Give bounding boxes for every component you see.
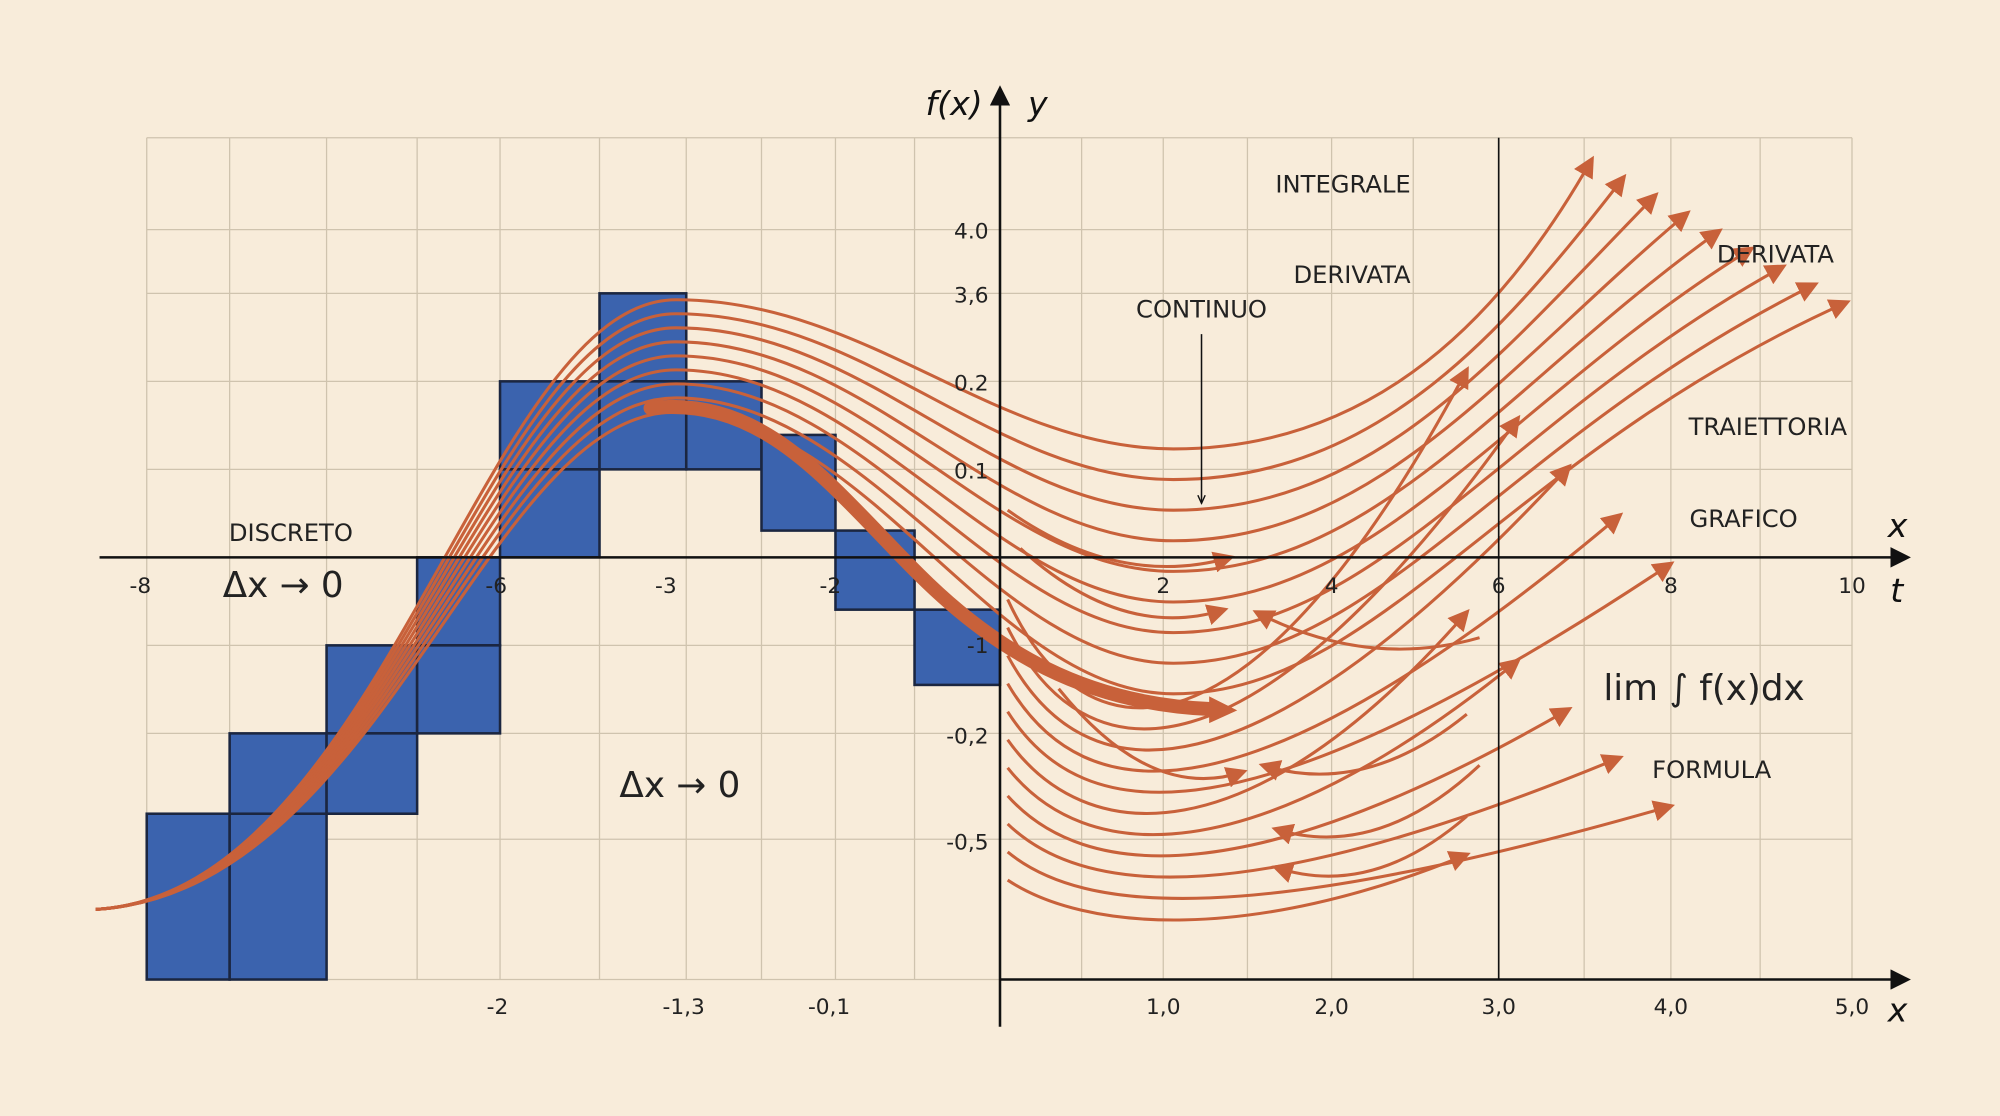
x-tick-label: 8 [1664,574,1678,599]
curve [1006,508,1235,573]
curve [1271,764,1481,845]
block [598,292,688,383]
curve [95,155,1594,911]
x-tick-label: -2 [487,995,509,1020]
axis-label: f(x) [925,84,982,123]
curves [95,155,1851,922]
y-tick-label: -1 [967,634,989,659]
label: lim ∫ f(x)dx [1603,668,1804,709]
curve [95,299,1851,911]
label: DERIVATA [1717,241,1835,269]
x-tick-label: 1,0 [1146,995,1180,1020]
label: GRAFICO [1689,505,1797,533]
curve [1006,851,1471,922]
axis-label: x [1887,991,1908,1030]
curve [1006,706,1573,858]
y-tick-label: 4.0 [954,220,988,245]
curve [1006,463,1572,752]
thick-curve [643,399,1219,717]
curve [1019,547,1229,625]
curve [1258,713,1468,781]
x-tick-label: -2 [820,574,842,599]
curve [95,173,1627,911]
x-tick-label: 6 [1492,574,1506,599]
x-tick-label: -0,1 [808,995,850,1020]
y-tick-label: 3,6 [954,283,988,308]
block [415,644,502,735]
curve [95,192,1659,911]
label: DERIVATA [1293,261,1411,289]
y-tick-label: 0.2 [954,371,988,396]
axis-label: t [1890,571,1905,610]
curve [1006,657,1522,837]
texts: 4.0 3,6 0.2 0.1 -1 -0,2 -0,5 -8 -6 -3 -2 2 4 6 8 10 -2 -1… [130,171,1870,1020]
x-tick-label: 3,0 [1481,995,1515,1020]
block [834,529,916,611]
y-tick-label: 0.1 [954,459,988,484]
axes [99,85,1911,1027]
thick-curve-head [1209,696,1238,724]
x-tick-label: 4,0 [1654,995,1688,1020]
y-tick-label: -0,2 [946,725,988,750]
curve [1252,610,1480,651]
label: Δx → 0 [619,765,740,806]
axis-label: y [1027,84,1048,123]
x-tick-label: 5,0 [1835,995,1869,1020]
block [228,812,328,981]
curve [1006,512,1624,773]
curve [95,210,1691,911]
label: CONTINUO [1136,296,1267,324]
label: TRAIETTORIA [1688,413,1848,441]
x-tick-label: -6 [485,574,507,599]
label: FORMULA [1652,756,1771,784]
x-tick-label: 4 [1325,574,1339,599]
label: DISCRETO [229,519,353,547]
curve [1006,800,1675,900]
x-tick-label: -3 [655,574,677,599]
curve [95,264,1787,911]
curve [95,282,1819,911]
y-tick-label: -0,5 [946,830,988,855]
x-tick-label: 10 [1838,574,1866,599]
curve [95,246,1755,911]
axis-label: x [1887,506,1908,545]
x-tick-label: 2 [1156,574,1170,599]
curve [1006,754,1624,879]
block [598,380,688,471]
curve [1006,608,1470,815]
curve [1271,815,1468,883]
x-tick-label: 2,0 [1314,995,1348,1020]
x-tick-label: -8 [130,574,152,599]
x-tick-label: -1,3 [663,995,705,1020]
label: INTEGRALE [1275,171,1410,199]
curve [95,228,1723,911]
curve [1057,687,1248,788]
label: Δx → 0 [223,565,344,606]
curve [1006,366,1469,710]
